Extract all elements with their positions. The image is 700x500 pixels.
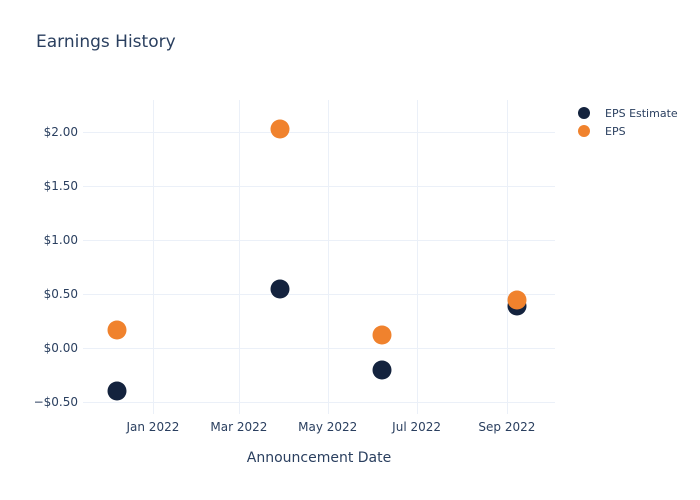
horizontal-gridline bbox=[83, 294, 555, 296]
horizontal-gridline bbox=[83, 402, 555, 404]
vertical-gridline bbox=[152, 100, 154, 414]
vertical-gridline bbox=[238, 100, 240, 414]
horizontal-gridline bbox=[83, 240, 555, 242]
plot-area[interactable] bbox=[83, 100, 555, 414]
data-point-estimate[interactable] bbox=[372, 360, 392, 380]
chart-title: Earnings History bbox=[36, 32, 176, 52]
legend-item-label: EPS Estimate bbox=[605, 106, 678, 120]
x-tick-label: Jan 2022 bbox=[126, 420, 180, 434]
y-tick-label: $0.50 bbox=[43, 287, 78, 302]
y-tick-label: $1.50 bbox=[43, 179, 78, 194]
y-tick-label: $0.00 bbox=[43, 341, 78, 356]
data-point-eps[interactable] bbox=[270, 119, 290, 139]
data-point-eps[interactable] bbox=[507, 290, 527, 310]
x-axis-title: Announcement Date bbox=[246, 450, 392, 466]
y-tick-label: $1.00 bbox=[43, 233, 78, 248]
y-axis-tick-labels: $2.00 $1.50 $1.00 $0.50 $0.00 −$0.50 bbox=[0, 100, 78, 414]
y-tick-label: −$0.50 bbox=[33, 395, 78, 410]
y-tick-label: $2.00 bbox=[43, 125, 78, 140]
x-tick-label: Sep 2022 bbox=[478, 420, 536, 434]
legend-marker-icon bbox=[578, 125, 590, 137]
vertical-gridline bbox=[506, 100, 508, 414]
x-tick-label: Jul 2022 bbox=[392, 420, 442, 434]
data-point-eps[interactable] bbox=[107, 320, 126, 340]
vertical-gridline bbox=[327, 100, 329, 414]
data-point-eps[interactable] bbox=[372, 325, 392, 345]
x-tick-label: Mar 2022 bbox=[210, 420, 268, 434]
data-point-estimate[interactable] bbox=[107, 381, 126, 401]
legend-marker-icon bbox=[578, 107, 590, 119]
vertical-gridline bbox=[416, 100, 418, 414]
x-tick-label: May 2022 bbox=[298, 420, 358, 434]
x-axis-tick-labels: Jan 2022 Mar 2022 May 2022 Jul 2022 Sep 2022 bbox=[83, 420, 555, 436]
legend-item-eps[interactable]: EPS bbox=[572, 122, 678, 140]
horizontal-gridline bbox=[83, 348, 555, 350]
legend-item-estimate[interactable]: EPS Estimate bbox=[572, 104, 678, 122]
data-point-estimate[interactable] bbox=[270, 279, 290, 299]
horizontal-gridline bbox=[83, 132, 555, 134]
legend-item-label: EPS bbox=[605, 124, 626, 138]
horizontal-gridline bbox=[83, 186, 555, 188]
legend: EPS Estimate EPS bbox=[572, 104, 678, 140]
